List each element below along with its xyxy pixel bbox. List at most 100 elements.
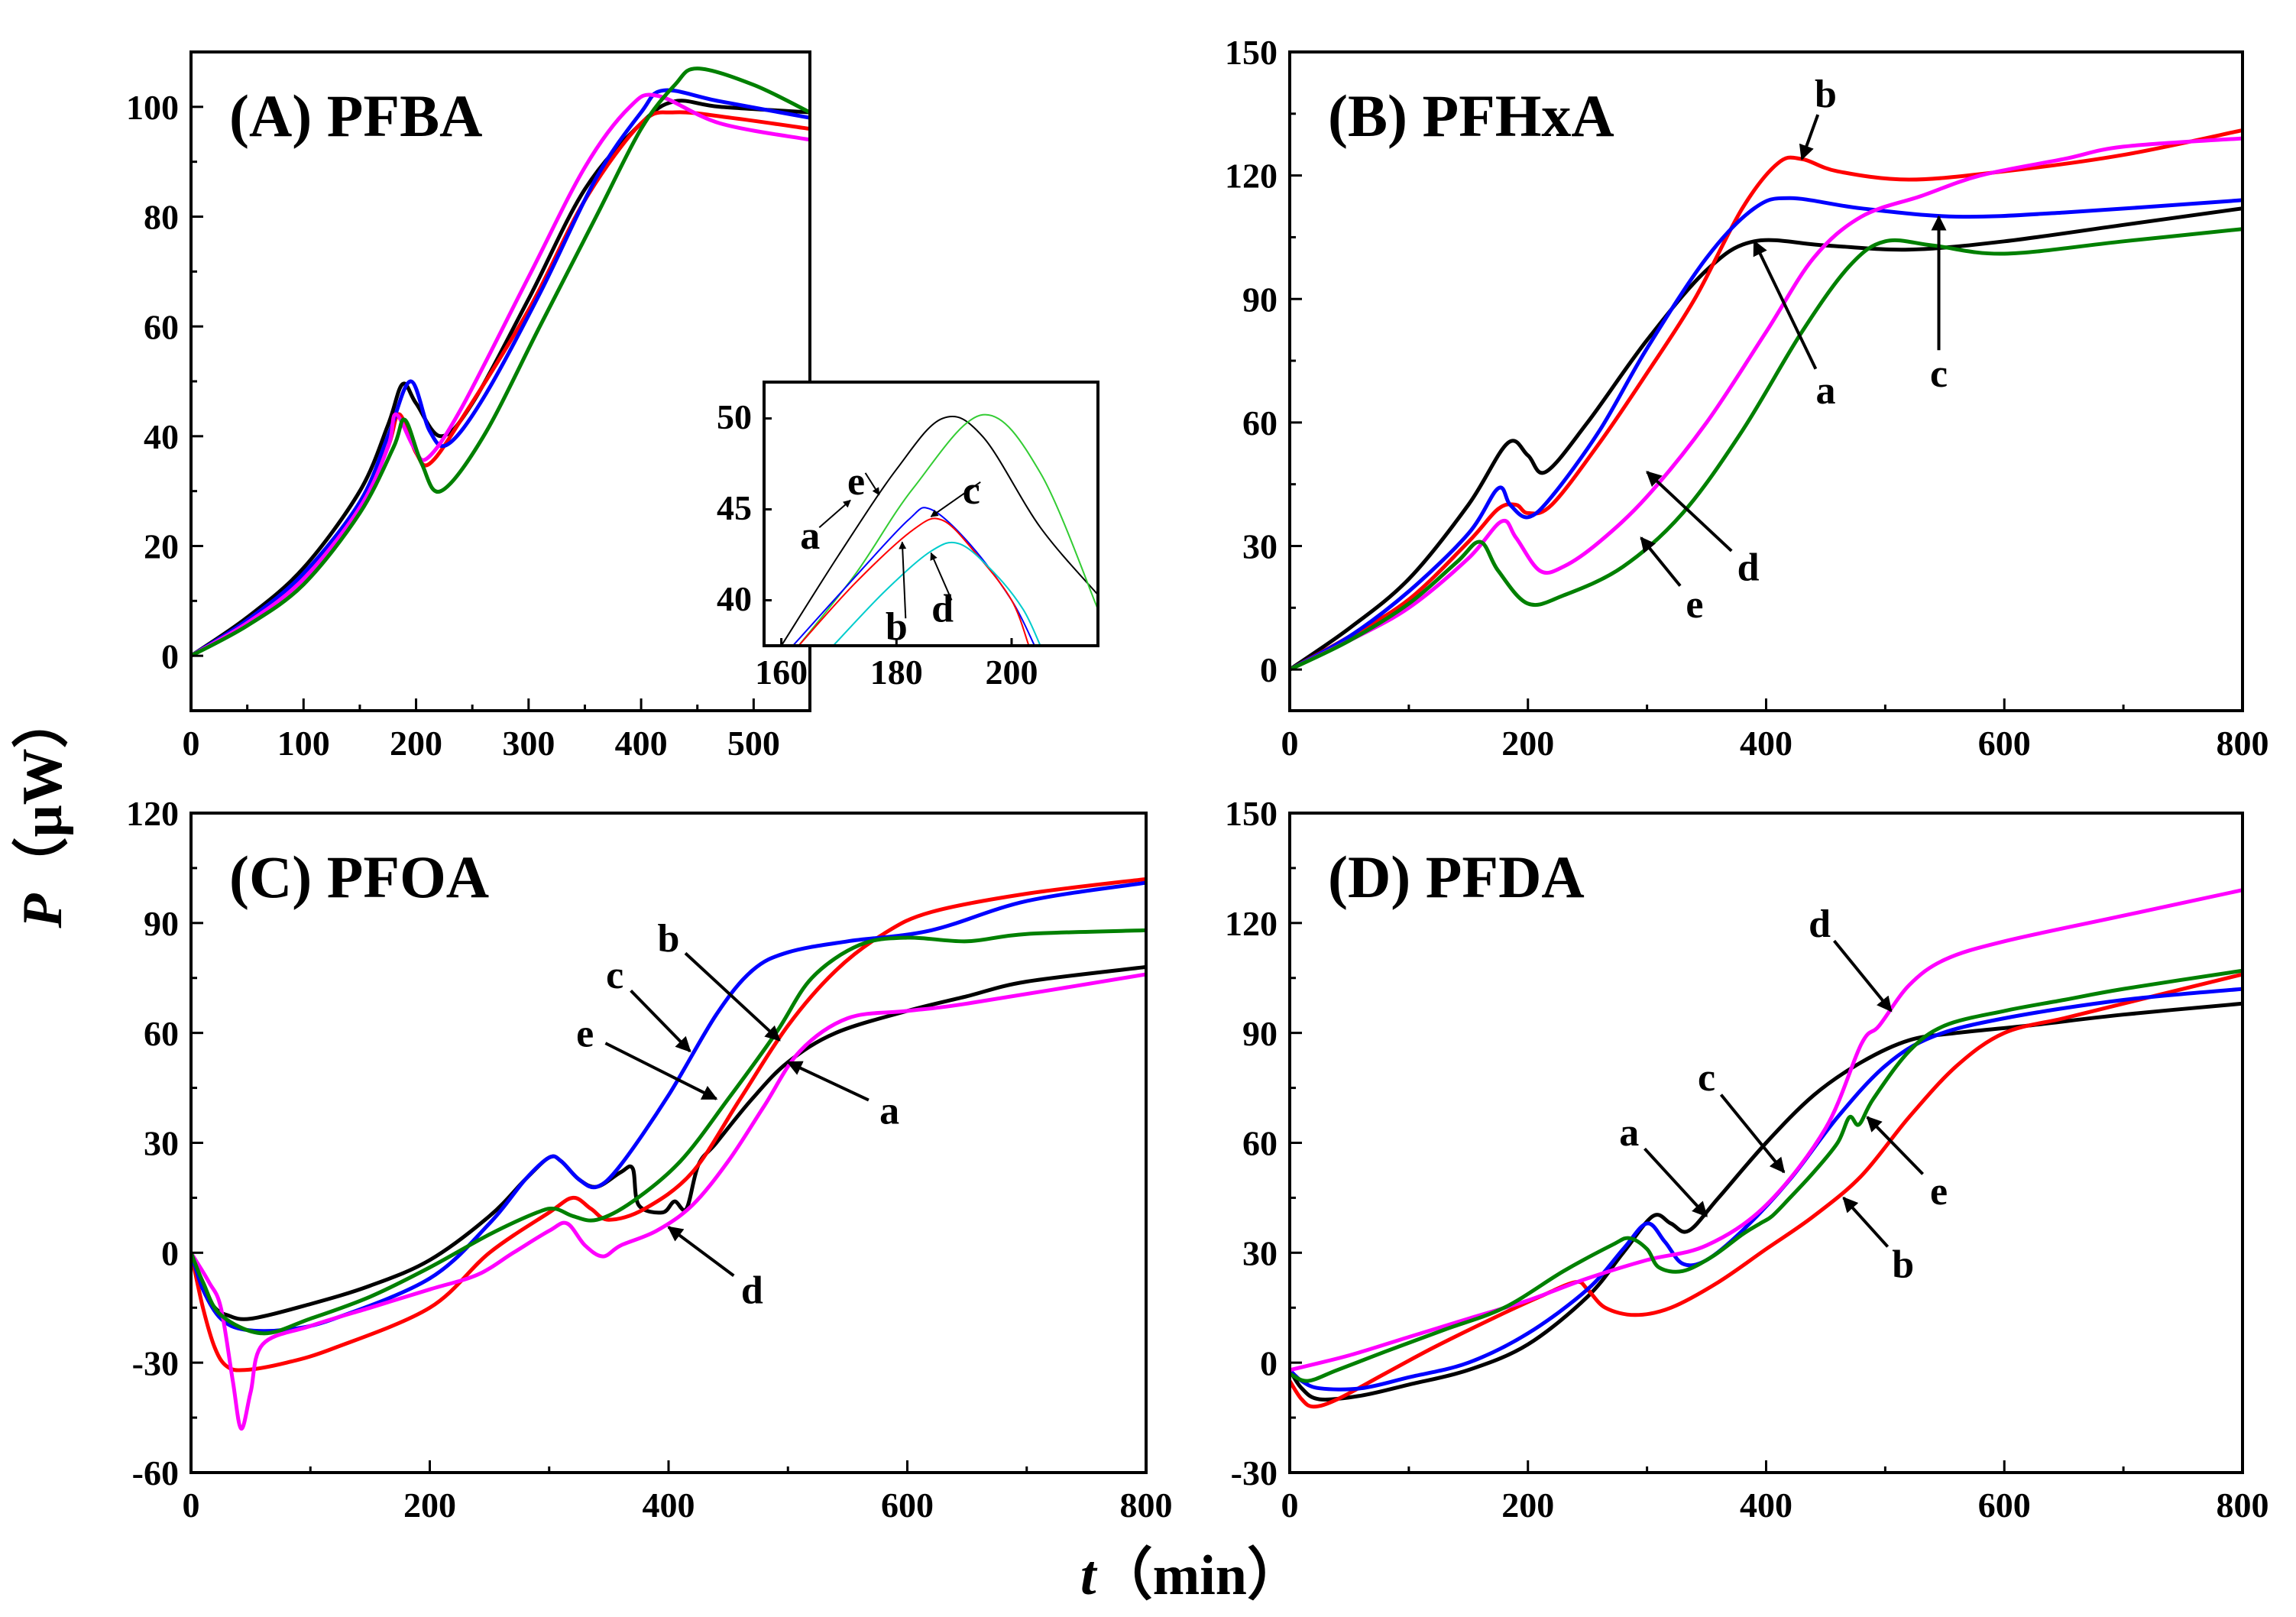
panel-c-annotation-label-d: d <box>741 1269 763 1312</box>
panel-a-x-tick-label: 300 <box>502 724 555 763</box>
panel-a-y-tick-label: 80 <box>144 198 179 237</box>
panel-a-inset-x-tick-label: 160 <box>755 653 808 692</box>
panel-b-y-tick-label: 90 <box>1242 280 1278 319</box>
panel-a-series-b <box>191 110 810 658</box>
panel-a-series-d <box>191 92 810 658</box>
panel-a-inset-annotation-label-a: a <box>800 514 820 558</box>
panel-d-annotation-arrow-e <box>1866 1116 1925 1175</box>
panel-a-inset-lines <box>780 413 1098 646</box>
panel-d-series-e <box>1290 968 2243 1383</box>
panel-b-series-c <box>1290 196 2243 672</box>
panel-d-annotation-arrow-c <box>1719 1094 1786 1174</box>
panel-d-annotation-label-a: a <box>1619 1111 1639 1155</box>
panel-b-annotation-label-c: c <box>1930 352 1948 396</box>
panel-c-series-e <box>191 928 1146 1336</box>
panel-a-inset-series-d <box>832 541 1041 646</box>
panel-b-x-tick-label: 200 <box>1501 724 1554 763</box>
panel-d-annotation-arrow-b <box>1842 1196 1890 1248</box>
panel-a-inset-y-tick-label: 45 <box>717 488 752 527</box>
panel-a-y-tick-label: 60 <box>144 307 179 346</box>
panel-b-series-a <box>1290 206 2243 672</box>
panel-c-x-tick-label: 400 <box>643 1486 695 1525</box>
panel-c-annotation-arrow-e <box>604 1042 718 1100</box>
panel-a-x-tick-label: 100 <box>277 724 330 763</box>
panel-c-series-a <box>191 964 1146 1321</box>
panel-a-inset-x-tick-label: 180 <box>870 653 923 692</box>
panel-a-inset-annotation-arrow-d <box>930 552 953 601</box>
panel-a-inset-annotation-arrow-c <box>930 481 981 517</box>
panel-c-series-d <box>191 972 1146 1431</box>
panel-c-y-tick-label: 60 <box>144 1014 179 1053</box>
panel-d-y-tick-label: -30 <box>1231 1453 1278 1492</box>
panel-a-inset-annotation-label-e: e <box>847 460 865 504</box>
panel-d-annotation-arrow-d <box>1833 939 1893 1013</box>
panel-a-series-e <box>191 66 810 658</box>
panel-c-annotation-arrow-a <box>786 1061 870 1102</box>
y-axis-title: P（μW） <box>11 692 74 928</box>
panel-a-inset-y-tick-label: 50 <box>717 397 752 436</box>
panel-d-series-d <box>1290 888 2243 1372</box>
panel-b-title: (B) PFHxA <box>1328 83 1614 149</box>
panel-d-annotation-label-e: e <box>1930 1170 1948 1214</box>
panel-b-series-b <box>1290 128 2243 672</box>
panel-b-annotation-arrow-a <box>1753 240 1818 370</box>
panel-b-annotation-arrow-d <box>1646 471 1733 553</box>
panel-d-x-tick-label: 600 <box>1978 1486 2031 1525</box>
panel-a-x-tick-label: 500 <box>727 724 780 763</box>
panel-d-x-tick-label: 0 <box>1281 1486 1299 1525</box>
panel-c-annotation-arrow-c <box>630 990 691 1053</box>
panel-c-x-tick-label: 600 <box>881 1486 934 1525</box>
panel-b-annotation-arrow-e <box>1640 536 1682 587</box>
panel-c-y-tick-label: 30 <box>144 1124 179 1163</box>
panel-b-lines <box>1290 128 2243 672</box>
panel-a-inset-plot-frame <box>763 381 1099 647</box>
panel-c-annotation-arrow-d <box>667 1226 735 1277</box>
panel-a-lines <box>191 66 810 658</box>
panel-c-annotation-label-e: e <box>576 1013 594 1056</box>
panel-c-series-b <box>191 877 1146 1372</box>
panel-d-annotation-label-d: d <box>1809 902 1831 946</box>
panel-a-inset-series-b <box>798 517 1030 646</box>
panel-a-inset-series-e <box>798 413 1098 646</box>
panel-c-annotation-label-b: b <box>658 917 680 961</box>
panel-d-x-tick-label: 800 <box>2217 1486 2269 1525</box>
panel-c-y-tick-label: 120 <box>126 794 179 833</box>
panel-d-title: (D) PFDA <box>1328 844 1585 910</box>
panel-a-inset-series-a <box>780 415 1098 646</box>
panel-c-annotation-label-c: c <box>606 954 623 997</box>
panel-a-title: (A) PFBA <box>229 83 482 149</box>
panel-b-y-tick-label: 30 <box>1242 527 1278 566</box>
panel-d-x-tick-label: 200 <box>1501 1486 1554 1525</box>
panel-d-annotation-label-b: b <box>1892 1243 1914 1287</box>
panel-c-annotation-arrow-b <box>684 951 781 1042</box>
panel-d-annotation-arrow-a <box>1643 1147 1708 1217</box>
panel-c-plot-frame <box>189 812 1148 1474</box>
panel-a-inset-x-tick-label: 200 <box>985 653 1038 692</box>
panel-b-annotation-label-b: b <box>1815 73 1837 116</box>
panel-a-series-a <box>191 99 810 658</box>
panel-c-title: (C) PFOA <box>229 844 489 910</box>
panel-b-x-tick-label: 400 <box>1740 724 1792 763</box>
panel-b-y-tick-label: 150 <box>1225 33 1278 72</box>
panel-d-y-tick-label: 0 <box>1260 1343 1278 1382</box>
panel-b-annotation-label-d: d <box>1737 546 1760 589</box>
panel-d-series-a <box>1290 1001 2243 1402</box>
panel-d-y-tick-label: 60 <box>1242 1124 1278 1163</box>
panel-a-inset-annotation-arrow-a <box>818 499 851 528</box>
panel-b-series-d <box>1290 136 2243 672</box>
panel-b-y-tick-label: 0 <box>1260 650 1278 689</box>
panel-c-annotation-label-a: a <box>879 1089 899 1133</box>
panel-d-y-tick-label: 30 <box>1242 1233 1278 1272</box>
panel-c-y-tick-label: 0 <box>161 1233 179 1272</box>
panel-b-x-tick-label: 0 <box>1281 724 1299 763</box>
panel-d-y-tick-label: 90 <box>1242 1014 1278 1053</box>
panel-b-y-tick-label: 120 <box>1225 157 1278 196</box>
panel-c-y-tick-label: 90 <box>144 904 179 943</box>
panel-c-lines <box>191 877 1146 1431</box>
panel-a-inset-annotation-label-d: d <box>931 587 954 630</box>
panel-a-inset-annotation-arrow-b <box>899 541 907 619</box>
panel-c-y-tick-label: -30 <box>132 1343 179 1382</box>
panel-b-y-tick-label: 60 <box>1242 403 1278 442</box>
